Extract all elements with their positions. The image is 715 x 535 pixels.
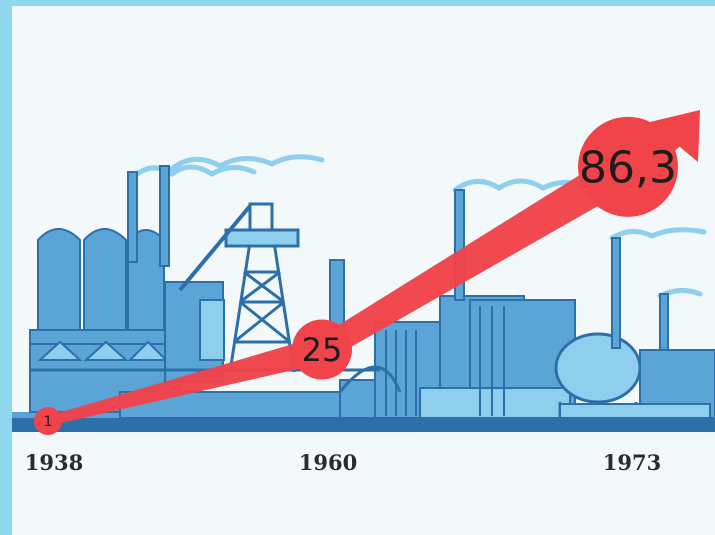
value-label: 25 (302, 331, 343, 369)
data-point-1973: 86,3 (578, 116, 678, 217)
x-tick-label: 1960 (299, 450, 357, 475)
derrick-tower (178, 202, 300, 373)
growth-arrowhead (650, 110, 700, 162)
data-point-1938: 1 (34, 407, 62, 436)
chimney-group (127, 165, 170, 267)
value-circle (292, 319, 352, 380)
value-label: 86,3 (579, 143, 677, 194)
data-point-1960: 25 (292, 319, 352, 380)
x-tick-label: 1973 (603, 450, 661, 475)
chimney-center (454, 189, 465, 301)
ground-line (12, 418, 715, 432)
value-circle (578, 116, 678, 217)
smoke-icon (129, 154, 707, 299)
building-slats (385, 306, 505, 416)
value-circle (34, 407, 62, 436)
building-group-center (119, 295, 576, 419)
value-label: 1 (44, 414, 53, 430)
building-group-right (559, 237, 715, 419)
x-tick-label: 1938 (25, 450, 83, 475)
x-axis: 1938 1960 1973 (25, 450, 661, 475)
series-growth: 1 25 86,3 (34, 110, 700, 436)
hopper-group (37, 340, 169, 361)
